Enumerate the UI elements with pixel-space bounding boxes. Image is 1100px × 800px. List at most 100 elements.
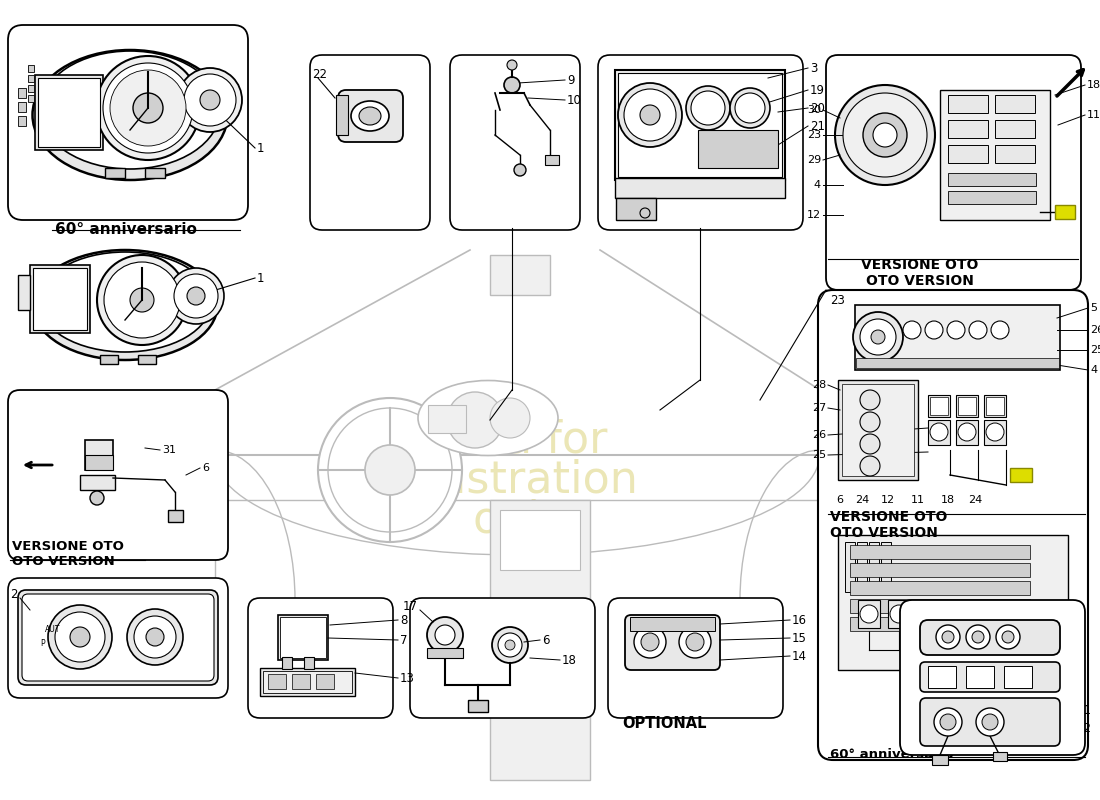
FancyBboxPatch shape <box>818 290 1088 760</box>
FancyBboxPatch shape <box>920 620 1060 655</box>
Text: only: only <box>473 498 568 542</box>
Text: 5: 5 <box>1090 303 1097 313</box>
Bar <box>940 90 1050 220</box>
FancyBboxPatch shape <box>8 25 248 220</box>
Circle shape <box>498 633 522 657</box>
Text: illustration: illustration <box>402 458 638 502</box>
Text: 28: 28 <box>812 380 826 390</box>
Text: AUT: AUT <box>45 626 60 634</box>
FancyBboxPatch shape <box>8 578 228 698</box>
Circle shape <box>97 255 187 345</box>
Circle shape <box>634 626 665 658</box>
Bar <box>850 617 1030 631</box>
Bar <box>316 674 334 689</box>
Circle shape <box>920 605 938 623</box>
Circle shape <box>936 625 960 649</box>
Circle shape <box>860 434 880 454</box>
Circle shape <box>365 445 415 495</box>
Bar <box>856 358 1059 368</box>
Bar <box>984 420 1006 445</box>
Bar <box>304 657 313 669</box>
Text: 10: 10 <box>566 94 582 106</box>
Text: 3: 3 <box>810 62 817 74</box>
Text: 12: 12 <box>881 495 895 505</box>
Text: 1: 1 <box>257 142 264 154</box>
Circle shape <box>104 262 180 338</box>
Text: P: P <box>40 638 45 647</box>
Bar <box>948 173 1036 186</box>
Bar <box>336 95 348 135</box>
Circle shape <box>70 627 90 647</box>
Bar <box>268 674 286 689</box>
Bar <box>616 198 656 220</box>
Text: 22: 22 <box>312 67 327 81</box>
Circle shape <box>958 423 976 441</box>
Circle shape <box>640 208 650 218</box>
FancyBboxPatch shape <box>920 662 1060 692</box>
Circle shape <box>1002 631 1014 643</box>
Bar <box>1055 205 1075 219</box>
Text: 4: 4 <box>1077 654 1085 666</box>
Circle shape <box>103 63 192 153</box>
Circle shape <box>873 123 896 147</box>
Bar <box>468 700 488 712</box>
Ellipse shape <box>40 51 220 169</box>
Bar <box>932 755 948 765</box>
Text: 60° anniversario: 60° anniversario <box>55 222 197 238</box>
Bar <box>930 397 948 415</box>
Text: 21: 21 <box>810 119 825 133</box>
Ellipse shape <box>33 250 218 360</box>
FancyBboxPatch shape <box>248 598 393 718</box>
Text: 4: 4 <box>814 180 821 190</box>
Circle shape <box>187 287 205 305</box>
Bar <box>1010 468 1032 482</box>
Text: 6: 6 <box>836 495 844 505</box>
Bar <box>1010 635 1032 649</box>
Circle shape <box>427 617 463 653</box>
Bar <box>958 397 976 415</box>
FancyBboxPatch shape <box>310 55 430 230</box>
Bar <box>948 600 970 628</box>
Bar <box>615 178 785 198</box>
Bar <box>850 581 1030 595</box>
Bar <box>35 75 103 150</box>
Bar <box>857 542 867 592</box>
Circle shape <box>860 390 880 410</box>
Text: 9: 9 <box>566 74 574 86</box>
Bar <box>630 617 715 631</box>
Bar <box>850 599 1030 613</box>
Text: 25: 25 <box>812 450 826 460</box>
Circle shape <box>318 398 462 542</box>
Circle shape <box>168 268 224 324</box>
FancyBboxPatch shape <box>598 55 803 230</box>
Bar <box>490 255 550 295</box>
Bar <box>18 102 26 112</box>
Text: 12: 12 <box>807 210 821 220</box>
Bar <box>928 666 956 688</box>
Bar <box>918 600 940 628</box>
Circle shape <box>934 708 962 736</box>
Bar <box>282 657 292 669</box>
Bar <box>842 384 914 476</box>
FancyBboxPatch shape <box>18 590 218 685</box>
Circle shape <box>735 93 764 123</box>
Bar <box>280 617 326 658</box>
FancyBboxPatch shape <box>900 600 1085 755</box>
Bar <box>18 275 30 310</box>
Circle shape <box>991 321 1009 339</box>
Circle shape <box>925 321 943 339</box>
Text: 14: 14 <box>792 650 807 662</box>
Bar <box>292 674 310 689</box>
Circle shape <box>200 90 220 110</box>
Circle shape <box>328 408 452 532</box>
Circle shape <box>507 60 517 70</box>
Text: 18: 18 <box>562 654 576 666</box>
Circle shape <box>930 423 948 441</box>
Bar <box>956 395 978 417</box>
Bar <box>1004 666 1032 688</box>
Text: 18: 18 <box>940 495 955 505</box>
Bar <box>858 600 880 628</box>
Circle shape <box>624 89 676 141</box>
FancyBboxPatch shape <box>22 594 215 681</box>
Circle shape <box>686 633 704 651</box>
